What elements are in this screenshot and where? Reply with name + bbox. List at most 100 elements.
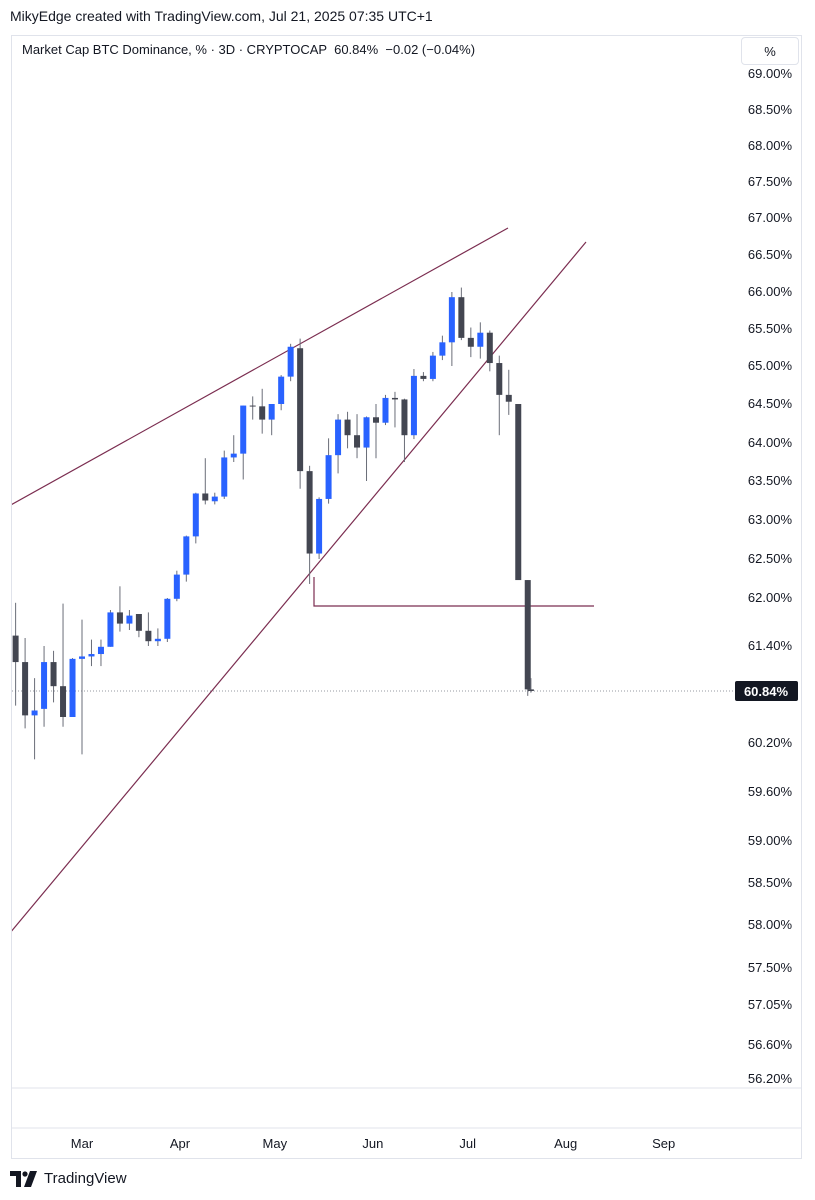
x-tick-label: Jul bbox=[459, 1136, 476, 1151]
candle bbox=[373, 404, 379, 459]
candle-body-up bbox=[192, 493, 199, 537]
candle bbox=[287, 343, 294, 382]
candle-body-up bbox=[429, 355, 436, 379]
candle bbox=[486, 330, 493, 372]
y-tick-label: 59.00% bbox=[748, 833, 793, 848]
candle bbox=[12, 602, 19, 706]
candle bbox=[97, 639, 104, 667]
series-legend[interactable]: Market Cap BTC Dominance, % · 3D · CRYPT… bbox=[22, 42, 476, 57]
y-tick-label: 66.00% bbox=[748, 284, 793, 299]
y-tick-label: 64.00% bbox=[748, 435, 793, 450]
candle-body-down bbox=[259, 406, 266, 420]
candle-body-down bbox=[50, 662, 57, 687]
candle-body-up bbox=[164, 598, 171, 639]
x-tick-label: May bbox=[263, 1136, 288, 1151]
candle bbox=[173, 570, 180, 602]
plot-area[interactable] bbox=[0, 227, 734, 945]
candle-body-up bbox=[410, 375, 417, 436]
x-tick-label: Mar bbox=[71, 1136, 94, 1151]
candle bbox=[126, 610, 133, 630]
y-tick-label: 64.50% bbox=[748, 396, 793, 411]
candle-body-down bbox=[401, 399, 408, 436]
tradingview-logo[interactable]: TradingView bbox=[10, 1170, 127, 1187]
candle bbox=[259, 388, 266, 434]
y-tick-label: 62.00% bbox=[748, 590, 793, 605]
candle bbox=[249, 396, 256, 420]
candle-body-up bbox=[325, 455, 332, 499]
candle bbox=[448, 292, 455, 366]
candle bbox=[60, 603, 67, 727]
candle-body-up bbox=[278, 376, 285, 404]
candle bbox=[192, 492, 199, 544]
y-tick-label: 59.60% bbox=[748, 784, 793, 799]
candle bbox=[50, 650, 57, 703]
candle bbox=[527, 678, 534, 693]
y-tick-label: 56.20% bbox=[748, 1071, 793, 1086]
candle bbox=[211, 492, 218, 505]
y-tick-label: 65.50% bbox=[748, 321, 793, 336]
candle bbox=[164, 598, 171, 642]
candle bbox=[154, 628, 161, 646]
candle-body-up bbox=[230, 453, 237, 458]
drawings[interactable] bbox=[0, 227, 594, 945]
candle bbox=[477, 322, 484, 359]
candle bbox=[391, 391, 398, 428]
candle-body-up bbox=[79, 656, 85, 659]
candle-body-down bbox=[116, 612, 123, 624]
candle bbox=[230, 435, 237, 462]
candle bbox=[420, 372, 427, 382]
candle-body-up bbox=[154, 638, 161, 642]
support-line[interactable] bbox=[313, 577, 594, 607]
y-tick-label: 65.00% bbox=[748, 358, 793, 373]
candle-body-up bbox=[126, 615, 133, 624]
candle bbox=[354, 414, 361, 459]
candle bbox=[439, 335, 446, 361]
candle-body-down bbox=[373, 417, 379, 423]
candle bbox=[382, 394, 389, 426]
y-tick-label: 58.50% bbox=[748, 875, 793, 890]
candle-body-down bbox=[420, 375, 427, 379]
upper-trendline[interactable] bbox=[0, 227, 509, 511]
candle-body-up bbox=[363, 417, 370, 448]
x-axis-labels: Mar Apr May Jun Jul Aug Sep bbox=[71, 1136, 675, 1151]
candle bbox=[278, 375, 285, 411]
candle-body-down bbox=[515, 404, 522, 581]
last-price-badge bbox=[735, 681, 798, 701]
candle bbox=[363, 416, 370, 481]
x-tick-label: Sep bbox=[652, 1136, 675, 1151]
candle bbox=[41, 646, 48, 727]
candle bbox=[135, 614, 142, 638]
candle-body-up bbox=[287, 346, 294, 377]
y-tick-label: 56.60% bbox=[748, 1037, 793, 1052]
chart-attribution: MikyEdge created with TradingView.com, J… bbox=[10, 8, 433, 24]
candle-body-up bbox=[41, 662, 48, 709]
candle bbox=[31, 678, 38, 760]
candle bbox=[22, 638, 29, 729]
y-tick-label: 57.50% bbox=[748, 960, 793, 975]
y-tick-label: 66.50% bbox=[748, 247, 793, 262]
candle-body-up bbox=[448, 297, 455, 343]
candle bbox=[496, 355, 503, 436]
candle bbox=[524, 580, 531, 696]
unit-selector-button[interactable]: % bbox=[741, 37, 799, 65]
candle bbox=[145, 612, 152, 646]
tradingview-brand-text: TradingView bbox=[44, 1170, 127, 1187]
candle-body-up bbox=[107, 612, 114, 647]
candle bbox=[240, 405, 247, 480]
y-tick-label: 58.00% bbox=[748, 917, 793, 932]
tradingview-logo-icon bbox=[10, 1170, 37, 1187]
candle-body-up bbox=[439, 342, 446, 356]
chart-frame bbox=[11, 35, 802, 1159]
candle bbox=[401, 398, 408, 462]
y-tick-label: 63.50% bbox=[748, 473, 793, 488]
candle-body-down bbox=[60, 686, 67, 717]
candle-body-down bbox=[249, 405, 256, 407]
candle-body-down bbox=[135, 614, 142, 631]
candle bbox=[410, 369, 417, 440]
candle-body-up bbox=[221, 457, 228, 497]
time-axis[interactable] bbox=[12, 1087, 801, 1129]
y-tick-label: 57.05% bbox=[748, 997, 793, 1012]
candle-body-down bbox=[458, 297, 465, 338]
candle bbox=[221, 450, 228, 499]
